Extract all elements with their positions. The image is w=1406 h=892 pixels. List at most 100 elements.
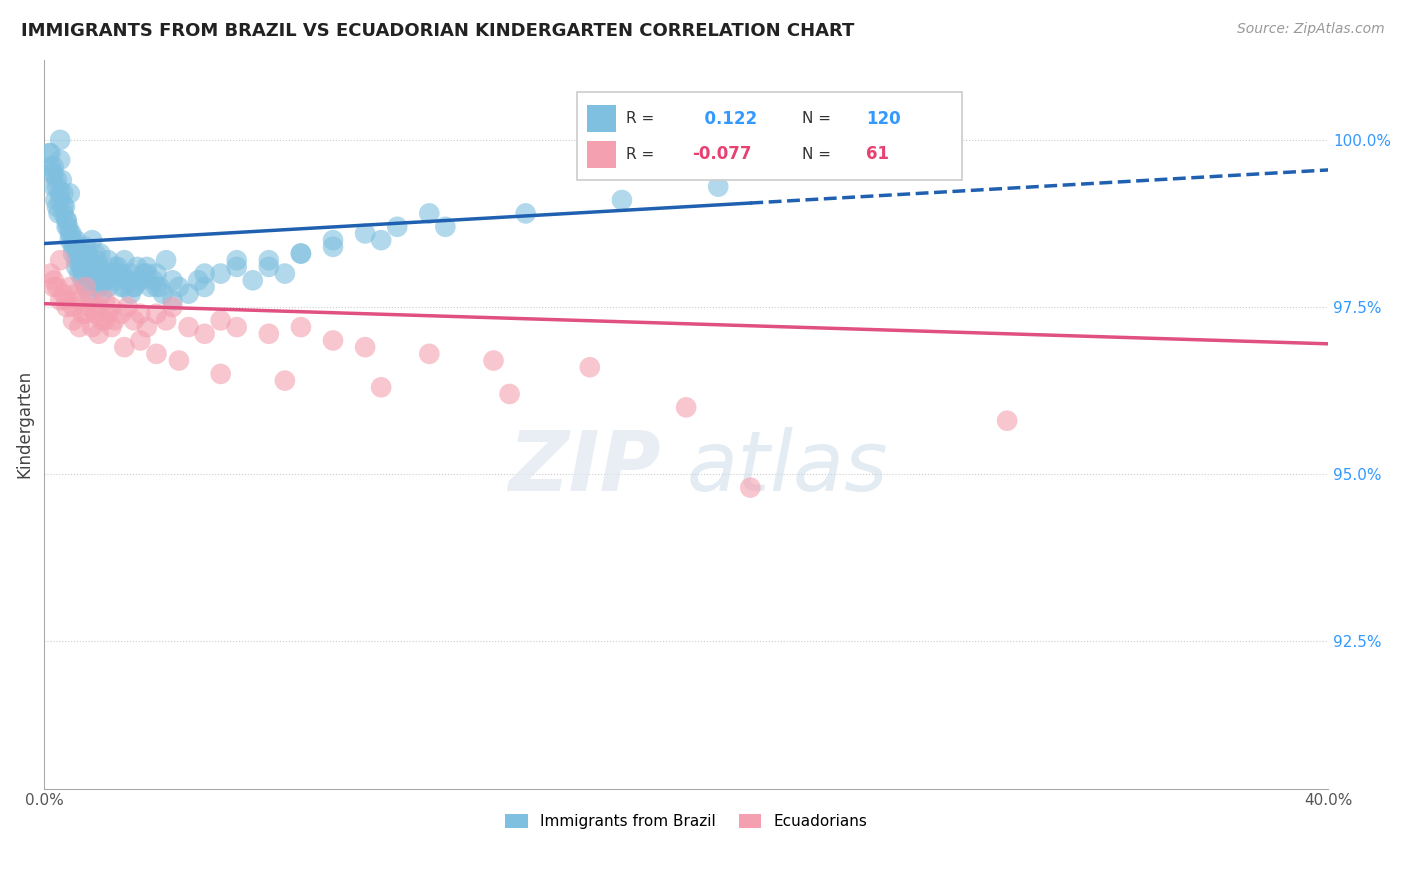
- Text: Source: ZipAtlas.com: Source: ZipAtlas.com: [1237, 22, 1385, 37]
- Point: [135, 320, 157, 334]
- Text: ZIP: ZIP: [508, 427, 661, 508]
- Point: [94, 293, 117, 308]
- Point: [49, 186, 72, 201]
- Point: [94, 273, 117, 287]
- Point: [55, 213, 77, 227]
- Point: [49, 293, 72, 308]
- Point: [112, 280, 135, 294]
- Point: [209, 313, 232, 327]
- Point: [42, 160, 65, 174]
- Point: [49, 253, 72, 268]
- Point: [89, 246, 111, 260]
- Point: [995, 414, 1018, 428]
- Point: [145, 347, 167, 361]
- Point: [46, 173, 69, 187]
- Point: [209, 367, 232, 381]
- Point: [120, 267, 142, 281]
- Point: [122, 313, 145, 327]
- Point: [707, 179, 730, 194]
- Point: [83, 267, 105, 281]
- Point: [67, 267, 90, 281]
- Point: [132, 267, 155, 281]
- Point: [86, 253, 108, 268]
- Point: [42, 166, 65, 180]
- Point: [87, 260, 110, 274]
- Point: [97, 253, 120, 268]
- Point: [322, 334, 344, 348]
- Point: [162, 273, 184, 287]
- Point: [66, 246, 89, 260]
- Point: [122, 280, 145, 294]
- Point: [72, 246, 94, 260]
- Point: [225, 320, 247, 334]
- Text: atlas: atlas: [686, 427, 887, 508]
- Point: [155, 313, 177, 327]
- Point: [290, 320, 312, 334]
- Point: [59, 280, 82, 294]
- Point: [110, 267, 132, 281]
- Point: [100, 300, 122, 314]
- Point: [90, 267, 112, 281]
- Point: [49, 153, 72, 167]
- Point: [97, 280, 120, 294]
- Point: [322, 233, 344, 247]
- Point: [67, 293, 90, 308]
- Point: [209, 267, 232, 281]
- Point: [290, 246, 312, 260]
- Point: [110, 307, 132, 321]
- Point: [62, 240, 84, 254]
- Text: N =: N =: [801, 112, 831, 126]
- Legend: Immigrants from Brazil, Ecuadorians: Immigrants from Brazil, Ecuadorians: [499, 808, 873, 836]
- Point: [322, 240, 344, 254]
- Point: [97, 307, 120, 321]
- FancyBboxPatch shape: [576, 93, 962, 180]
- Point: [38, 146, 60, 161]
- Point: [135, 267, 157, 281]
- Point: [75, 280, 97, 294]
- Point: [225, 260, 247, 274]
- Point: [76, 246, 98, 260]
- Point: [46, 280, 69, 294]
- Point: [122, 280, 145, 294]
- Point: [72, 273, 94, 287]
- Point: [135, 260, 157, 274]
- Point: [90, 286, 112, 301]
- Text: IMMIGRANTS FROM BRAZIL VS ECUADORIAN KINDERGARTEN CORRELATION CHART: IMMIGRANTS FROM BRAZIL VS ECUADORIAN KIN…: [21, 22, 855, 40]
- Point: [387, 219, 409, 234]
- Point: [274, 267, 297, 281]
- Point: [120, 286, 142, 301]
- Point: [65, 233, 87, 247]
- Point: [515, 206, 537, 220]
- Point: [49, 133, 72, 147]
- Point: [62, 233, 84, 247]
- Point: [257, 260, 280, 274]
- Point: [46, 200, 69, 214]
- Point: [418, 347, 440, 361]
- Point: [84, 307, 107, 321]
- Point: [107, 260, 129, 274]
- Point: [87, 280, 110, 294]
- Point: [39, 160, 62, 174]
- Point: [41, 166, 63, 180]
- Point: [56, 219, 79, 234]
- Point: [225, 253, 247, 268]
- Point: [77, 286, 100, 301]
- Point: [194, 326, 217, 341]
- Point: [79, 260, 101, 274]
- Point: [60, 227, 83, 241]
- Point: [55, 213, 77, 227]
- Point: [145, 280, 167, 294]
- Point: [482, 353, 505, 368]
- Point: [70, 260, 93, 274]
- Point: [65, 286, 87, 301]
- Point: [75, 280, 97, 294]
- Point: [117, 300, 139, 314]
- Point: [53, 200, 76, 214]
- Point: [72, 307, 94, 321]
- Point: [162, 293, 184, 308]
- Point: [90, 313, 112, 327]
- Point: [610, 193, 633, 207]
- Point: [127, 260, 149, 274]
- Point: [52, 286, 75, 301]
- Point: [100, 267, 122, 281]
